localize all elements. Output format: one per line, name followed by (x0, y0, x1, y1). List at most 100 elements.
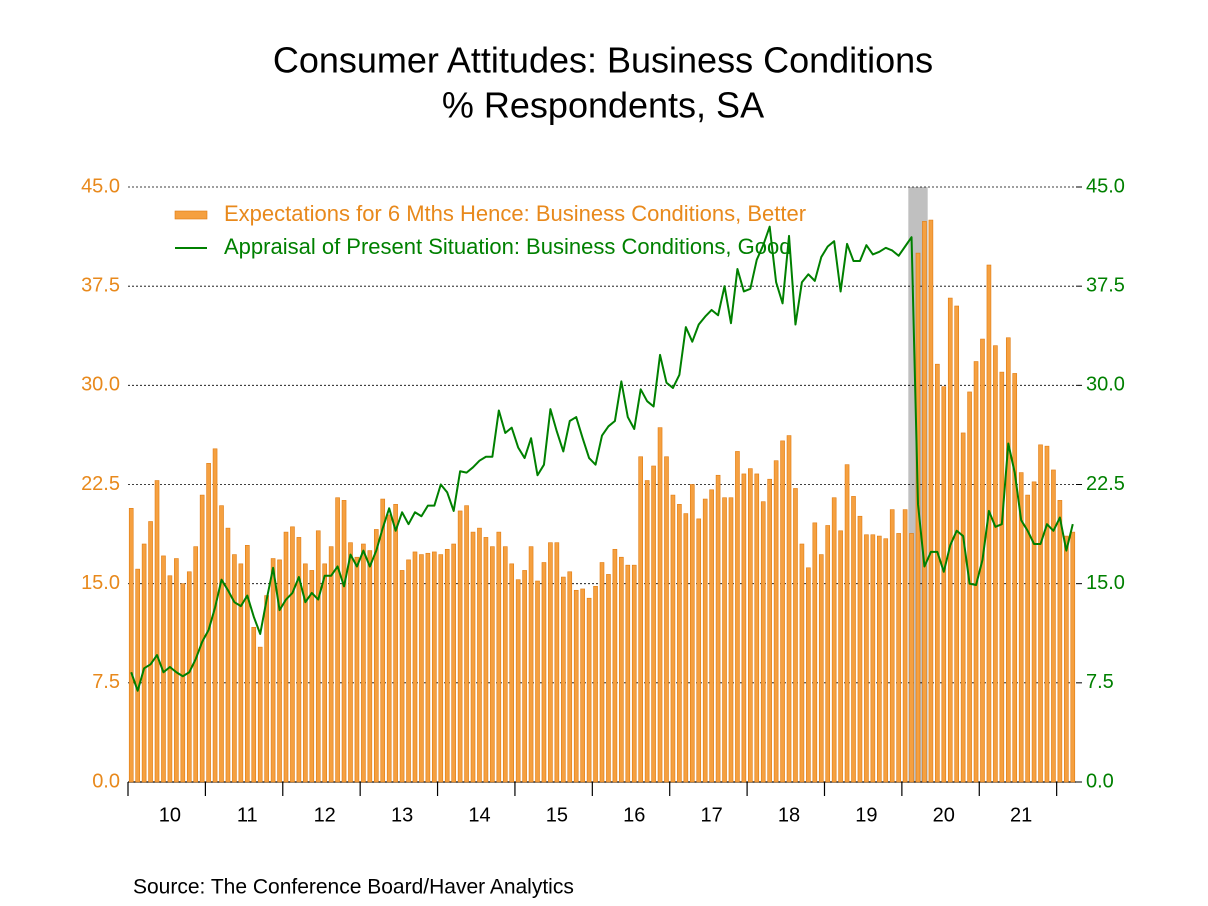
line-series (130, 225, 1074, 692)
bar (561, 576, 566, 783)
bar (799, 543, 805, 783)
bar (232, 554, 237, 783)
bar (580, 588, 585, 783)
chart-subtitle: % Respondents, SA (442, 85, 764, 126)
bar (186, 571, 192, 783)
bar (470, 531, 476, 783)
bar (367, 550, 373, 783)
bar (386, 514, 392, 783)
bar (954, 305, 959, 783)
x-tick-label: 21 (1010, 804, 1032, 826)
x-tick-label: 15 (546, 804, 568, 826)
bar (380, 498, 386, 783)
bar (638, 456, 643, 783)
bar (606, 574, 611, 783)
y-tick-label: 30.0 (81, 374, 120, 396)
bar (793, 488, 798, 783)
bar (689, 484, 695, 783)
bar (586, 597, 592, 783)
bar (928, 219, 934, 783)
bar (748, 468, 753, 783)
bar (309, 570, 315, 783)
bar (1057, 500, 1063, 783)
bar (1031, 481, 1037, 783)
bar (702, 498, 708, 783)
y-tick-label: 0.0 (92, 770, 120, 792)
x-tick-label: 14 (468, 804, 490, 826)
bar (612, 548, 618, 783)
bar (141, 543, 147, 783)
bar (341, 500, 347, 783)
bar (496, 531, 502, 783)
y2-tick-label: 30.0 (1086, 374, 1125, 396)
legend-label: Appraisal of Present Situation: Business… (224, 234, 791, 259)
bar (1044, 445, 1050, 783)
bar (225, 527, 231, 783)
bar (1012, 373, 1018, 783)
bar (438, 554, 444, 783)
bar (825, 525, 831, 783)
bar (670, 494, 676, 783)
bar (180, 583, 186, 783)
bar (419, 554, 424, 783)
bar (1018, 472, 1024, 783)
bar (838, 530, 843, 783)
bar (806, 567, 811, 783)
bar (735, 451, 740, 783)
bar (315, 530, 321, 783)
y-tick-label: 37.5 (81, 274, 120, 296)
bar (709, 489, 714, 783)
bar (412, 551, 418, 783)
bar (683, 513, 689, 783)
bar (651, 465, 656, 783)
bar (348, 542, 353, 783)
y-tick-label: 45.0 (81, 175, 120, 197)
bar (573, 589, 579, 783)
bar (780, 440, 785, 783)
bar (361, 543, 366, 783)
bar (599, 562, 605, 783)
y2-tick-label: 15.0 (1086, 572, 1125, 594)
x-tick-label: 17 (701, 804, 723, 826)
bar (238, 563, 244, 783)
bar (935, 363, 940, 783)
bar (1025, 494, 1030, 783)
bar (270, 558, 276, 783)
bar (554, 542, 560, 783)
bar (290, 526, 295, 783)
x-tick-label: 18 (778, 804, 800, 826)
x-tick-label: 20 (933, 804, 955, 826)
x-tick-label: 16 (623, 804, 645, 826)
bar (999, 371, 1005, 783)
bar (477, 527, 482, 783)
bar (322, 563, 327, 783)
legend-label: Expectations for 6 Mths Hence: Business … (224, 201, 806, 226)
bar (296, 537, 302, 783)
bar (406, 559, 411, 783)
bar (502, 546, 508, 783)
x-tick-label: 19 (855, 804, 877, 826)
x-tick-label: 11 (237, 804, 258, 826)
bar (193, 546, 199, 783)
bar (245, 545, 250, 783)
y2-tick-label: 0.0 (1086, 770, 1114, 792)
x-tick-label: 10 (159, 804, 181, 826)
y2-tick-label: 37.5 (1086, 274, 1125, 296)
bar (754, 473, 760, 783)
bar (535, 580, 540, 783)
bar (973, 361, 979, 783)
bar (864, 534, 869, 783)
bar (509, 563, 515, 783)
bar (219, 505, 224, 783)
bar (303, 563, 308, 783)
bar (619, 556, 624, 783)
bar (625, 564, 631, 783)
bar (567, 571, 573, 783)
bar (773, 460, 779, 783)
bar (870, 534, 876, 783)
bar (677, 504, 682, 783)
bar (993, 345, 998, 783)
bar (1064, 535, 1069, 783)
bar (722, 497, 727, 783)
bar (154, 480, 160, 783)
